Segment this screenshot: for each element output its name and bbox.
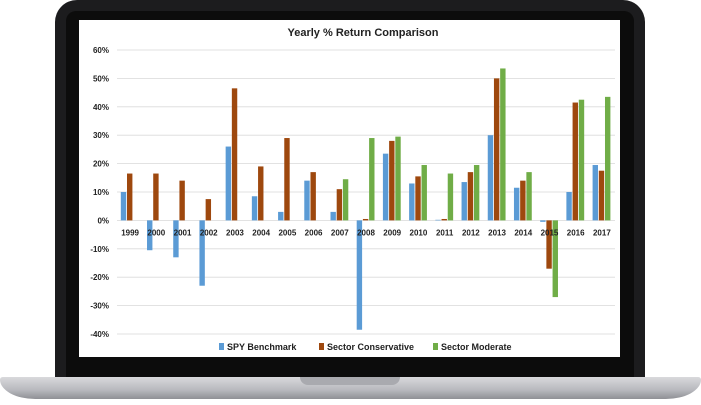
legend-label: Sector Conservative — [327, 342, 414, 352]
x-tick-label: 2017 — [593, 228, 611, 237]
y-tick-label: 60% — [93, 46, 109, 55]
bar — [415, 176, 421, 221]
bar — [127, 173, 133, 221]
x-tick-label: 2000 — [147, 228, 165, 237]
y-axis: -40% -30% -20% -10% 0% 10% 20% 30% 40% 50% 60% — [90, 46, 109, 339]
y-tick-label: 30% — [93, 131, 109, 140]
bar — [205, 199, 212, 221]
x-tick-label: 2009 — [383, 228, 401, 237]
bar — [330, 211, 336, 221]
y-tick-label: 10% — [93, 188, 109, 197]
bar — [493, 78, 500, 221]
bar — [342, 179, 349, 221]
x-tick-label: 2002 — [200, 228, 218, 237]
x-tick-label: 2006 — [305, 228, 323, 237]
bar — [120, 192, 127, 221]
legend-swatch — [433, 343, 438, 350]
bar — [526, 172, 532, 221]
bar — [173, 220, 179, 258]
x-tick-label: 2011 — [436, 228, 454, 237]
bar — [199, 220, 205, 286]
bar — [310, 172, 316, 221]
x-tick-label: 1999 — [121, 228, 139, 237]
bar — [447, 173, 454, 221]
bar — [461, 182, 467, 221]
chart-screen: Yearly % Return Comparison -40% -30% -20% -… — [79, 20, 620, 357]
bar — [356, 220, 363, 330]
bar — [487, 135, 494, 221]
bar — [598, 170, 605, 221]
x-tick-label: 2004 — [252, 228, 270, 237]
bar — [336, 189, 343, 221]
bar — [473, 165, 480, 221]
bar — [278, 211, 284, 221]
x-tick-label: 2010 — [410, 228, 428, 237]
bar — [304, 180, 310, 221]
bar — [395, 136, 401, 221]
bar — [382, 153, 389, 221]
bar — [369, 138, 375, 221]
y-tick-label: -30% — [90, 302, 109, 311]
y-tick-label: 50% — [93, 74, 109, 83]
bar — [546, 220, 552, 269]
x-tick-label: 2008 — [357, 228, 375, 237]
x-tick-label: 2013 — [488, 228, 506, 237]
bar — [441, 218, 447, 221]
x-tick-label: 2003 — [226, 228, 244, 237]
x-tick-label: 2005 — [278, 228, 296, 237]
legend-label: Sector Moderate — [441, 342, 512, 352]
bar — [389, 140, 395, 221]
bar — [500, 68, 506, 221]
bar — [513, 187, 520, 221]
y-tick-label: 20% — [93, 160, 109, 169]
bar — [409, 183, 415, 221]
bar — [592, 165, 598, 221]
x-tick-label: 2001 — [174, 228, 192, 237]
y-tick-label: 0% — [97, 216, 109, 225]
bar — [258, 166, 264, 221]
y-tick-label: -20% — [90, 273, 109, 282]
bar — [435, 219, 441, 221]
laptop-base-notch — [300, 377, 400, 385]
y-tick-label: 40% — [93, 103, 109, 112]
legend-label: SPY Benchmark — [227, 342, 297, 352]
y-tick-label: -40% — [90, 330, 109, 339]
legend-swatch — [319, 343, 324, 350]
bars — [120, 68, 611, 330]
x-tick-label: 2016 — [567, 228, 585, 237]
x-axis: 1999 2000 2001 2002 2003 2004 2005 2006 2007 2008… — [121, 228, 611, 237]
bar — [179, 180, 185, 221]
bar — [520, 180, 526, 221]
y-tick-label: -10% — [90, 245, 109, 254]
bar-chart: Yearly % Return Comparison -40%-30%-20%-… — [90, 27, 615, 352]
bar — [421, 165, 427, 221]
bar — [552, 220, 558, 298]
legend: SPY Benchmark Sector Conservative Sector M… — [219, 342, 512, 352]
chart-title: Yearly % Return Comparison — [288, 27, 439, 39]
x-tick-label: 2012 — [462, 228, 480, 237]
bar — [225, 146, 232, 221]
x-tick-label: 2015 — [541, 228, 559, 237]
bar — [284, 138, 290, 221]
bar — [467, 172, 474, 221]
bar — [566, 192, 572, 221]
bar — [572, 102, 578, 221]
bar — [540, 220, 546, 222]
bar — [604, 96, 611, 221]
bar — [578, 99, 585, 221]
x-tick-label: 2007 — [331, 228, 349, 237]
bar — [251, 196, 258, 221]
legend-swatch — [219, 343, 224, 350]
gridlines — [117, 49, 615, 335]
bar — [231, 88, 238, 221]
x-tick-label: 2014 — [514, 228, 532, 237]
bar — [362, 218, 369, 221]
bar — [153, 173, 159, 221]
laptop-base — [0, 377, 701, 399]
bar — [147, 220, 153, 251]
